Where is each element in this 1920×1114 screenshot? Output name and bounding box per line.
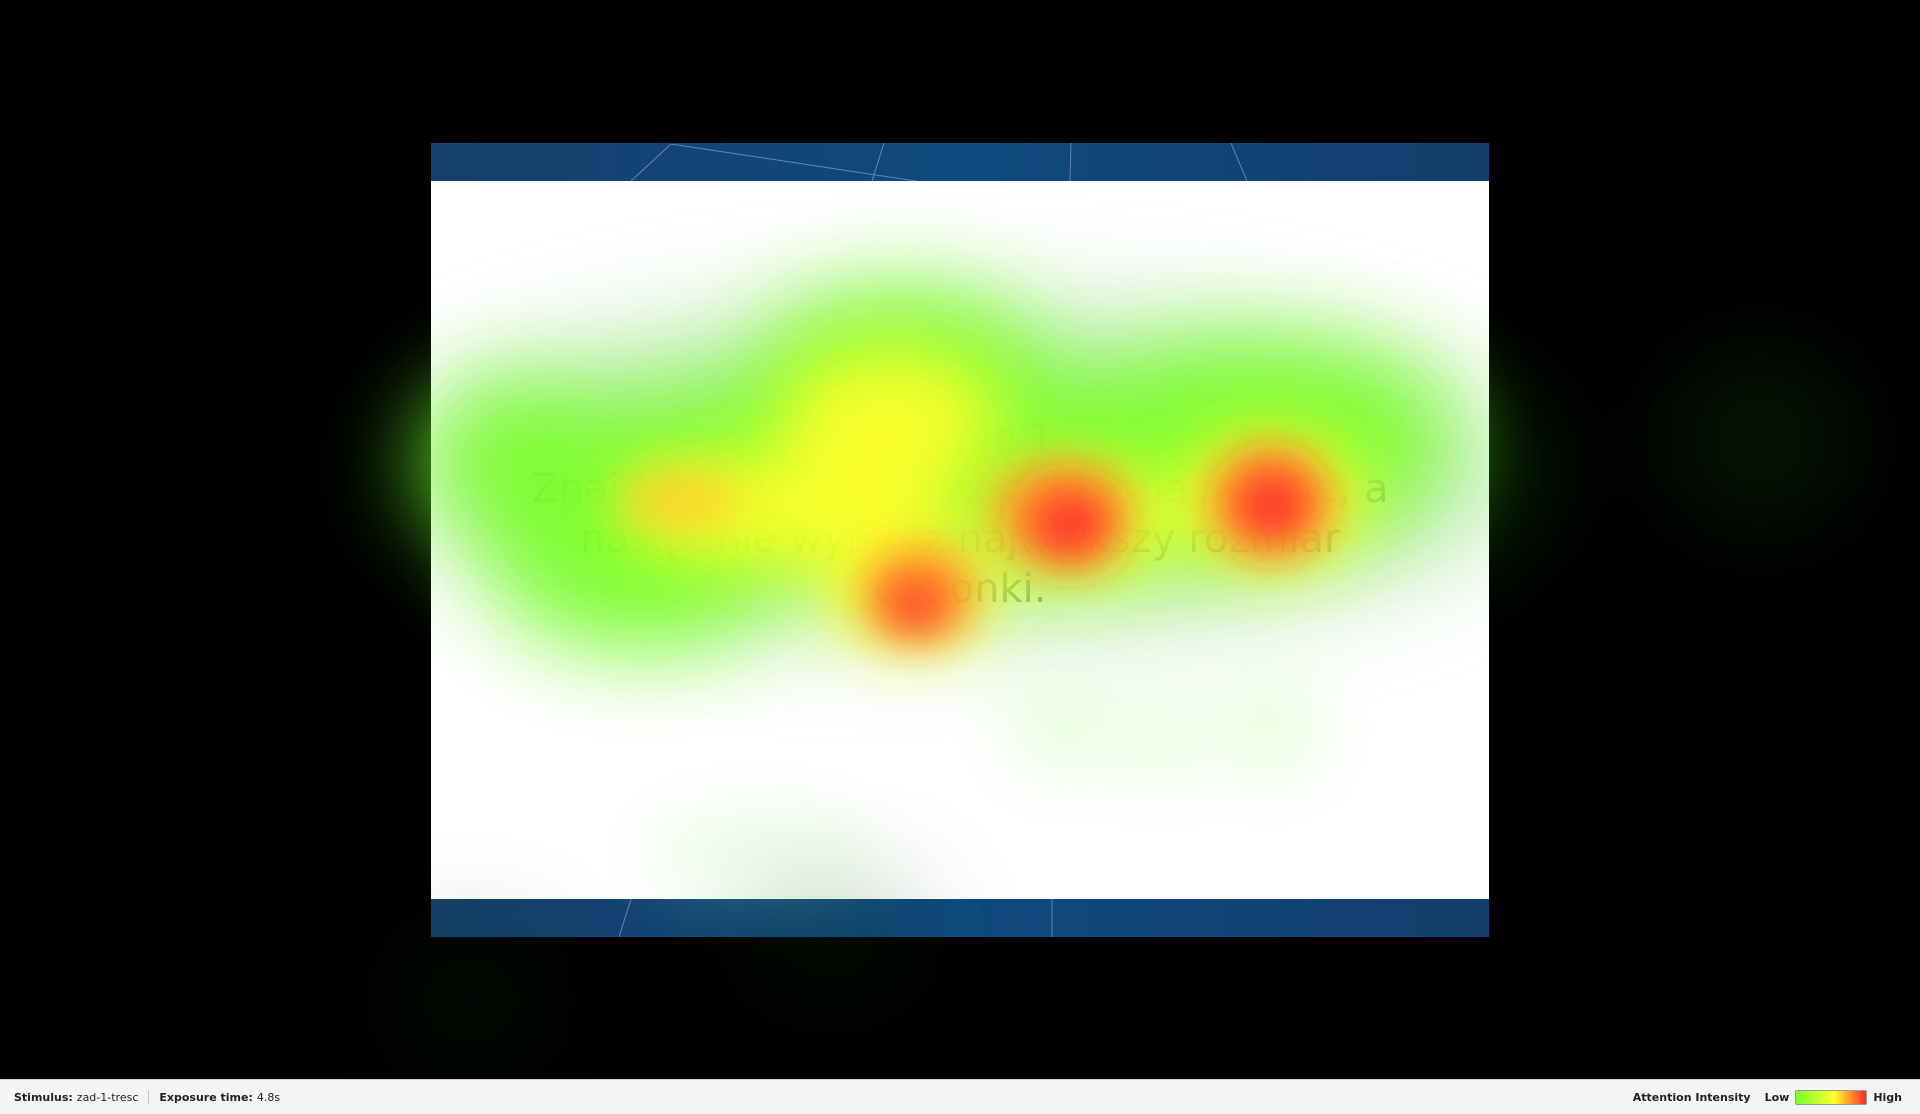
task-line-2: nastpenie wybierz największy rozmiar xyxy=(579,516,1341,562)
legend-gradient-bar xyxy=(1795,1089,1868,1105)
stimulus-image: Zadanie 1. Znajdź narzędzia dostępności … xyxy=(431,143,1489,937)
legend-title: Attention Intensity xyxy=(1632,1090,1751,1104)
stimulus-info: Stimulus: zad-1-tresc xyxy=(14,1091,138,1104)
status-bar: Stimulus: zad-1-tresc Exposure time: 4.8s … xyxy=(0,1079,1920,1114)
task-line-3: czcionki. xyxy=(873,566,1047,612)
stimulus-footer-band xyxy=(431,899,1489,937)
exposure-info: Exposure time: 4.8s xyxy=(159,1091,280,1104)
task-instruction: Zadanie 1. Znajdź narzędzia dostępności … xyxy=(471,414,1449,614)
task-title: Zadanie 1. xyxy=(853,416,1067,462)
heatmap-legend: Attention Intensity Low High xyxy=(1633,1080,1902,1114)
legend-low-label: Low xyxy=(1764,1090,1790,1104)
exposure-label: Exposure time: xyxy=(159,1090,253,1104)
header-pattern xyxy=(630,143,1248,181)
heatmap-viewer: Zadanie 1. Znajdź narzędzia dostępności … xyxy=(400,143,1830,1050)
stimulus-value: zad-1-tresc xyxy=(76,1090,139,1104)
task-line-1: Znajdź narzędzia dostępności na stronie,… xyxy=(531,466,1389,512)
exposure-value: 4.8s xyxy=(256,1090,281,1104)
status-divider xyxy=(148,1090,150,1104)
stimulus-header-band xyxy=(431,143,1489,181)
legend-high-label: High xyxy=(1873,1090,1902,1104)
stimulus-label: Stimulus: xyxy=(14,1090,73,1104)
status-left: Stimulus: zad-1-tresc Exposure time: 4.8s xyxy=(14,1080,280,1114)
footer-pattern xyxy=(618,899,1053,937)
